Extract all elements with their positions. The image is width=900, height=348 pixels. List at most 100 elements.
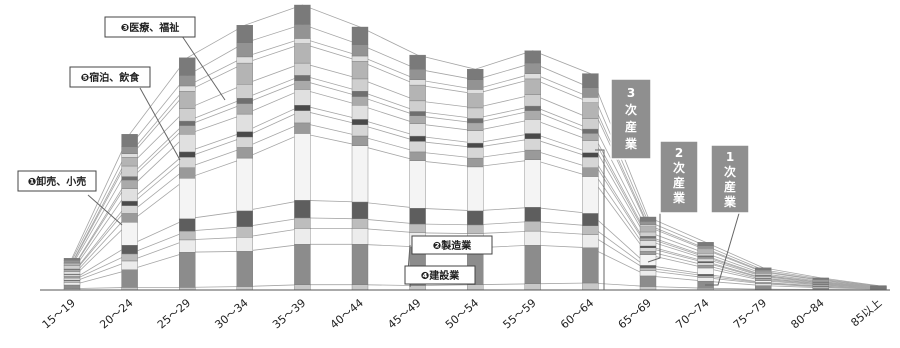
bar-segment-65～69-11 — [639, 237, 657, 241]
bar-segment-45～49-5 — [409, 207, 426, 225]
x-tick-label: 45～49 — [385, 296, 423, 331]
bar-segment-25～29-13 — [178, 108, 196, 122]
bar-segment-15～19-2 — [63, 284, 81, 289]
bar-segment-50～54-11 — [467, 122, 484, 132]
bar-segment-35～39-11 — [294, 80, 311, 90]
bar-segment-40～44-12 — [351, 90, 369, 97]
svg-text:次: 次 — [724, 164, 736, 179]
bar-segment-65～69-14 — [639, 226, 657, 233]
bar-segment-15～19-4 — [63, 280, 81, 283]
bar-segment-60～64-5 — [582, 213, 599, 227]
bar-segment-20～24-15 — [121, 153, 138, 158]
callout-wholesale: ❶卸売、小売 — [17, 170, 97, 192]
bar-segment-40～44-13 — [351, 78, 369, 92]
bar-segment-75～79-6 — [755, 280, 772, 283]
bar-segment-45～49-6 — [409, 160, 426, 209]
bar-segment-30～34-11 — [236, 103, 254, 115]
bar-segment-15～19-10 — [63, 271, 81, 275]
bar-segment-70～74-14 — [697, 249, 714, 254]
bar-segment-80～84-10 — [812, 282, 829, 284]
bar-segment-50～54-8 — [467, 147, 484, 159]
bar-segment-55～59-2 — [524, 244, 541, 285]
bar-segment-30～34-6 — [236, 157, 254, 212]
bar-segment-30～34-17 — [236, 25, 254, 44]
bar-segment-35～39-2 — [294, 244, 311, 286]
x-tick-label: 50～54 — [443, 296, 481, 331]
bar-segment-80～84-6 — [812, 284, 829, 287]
bar-segment-75～79-4 — [755, 282, 772, 285]
bar-segment-50～54-4 — [467, 224, 484, 234]
bar-segment-50～54-5 — [467, 210, 484, 226]
bar-segment-35～39-13 — [294, 62, 311, 76]
bar-segment-45～49-11 — [409, 115, 426, 124]
bar-segment-25～29-9 — [178, 151, 196, 158]
bar-segment-30～34-14 — [236, 62, 254, 85]
bar-segment-40～44-5 — [351, 201, 369, 219]
bar-segment-30～34-5 — [236, 210, 254, 227]
bar-segment-70～74-3 — [697, 277, 714, 282]
bar-segment-60～64-9 — [582, 152, 599, 158]
bar-segment-35～39-4 — [294, 217, 311, 229]
bar-segment-45～49-1 — [409, 285, 426, 291]
bar-segment-20～24-9 — [121, 200, 138, 206]
bar-segment-15～19-17 — [63, 258, 81, 261]
bar-segment-60～64-15 — [582, 97, 599, 103]
box-tertiary-industry: 3 次 産 業 — [610, 78, 652, 160]
bar-segment-40～44-4 — [351, 218, 369, 229]
bar-segment-65～69-15 — [639, 224, 657, 227]
bar-segment-35～39-12 — [294, 75, 311, 81]
bars — [63, 4, 887, 291]
bar-segment-20～24-16 — [121, 146, 138, 154]
callout-medical: ❸医療、福祉 — [104, 16, 196, 38]
x-tick-label: 70～74 — [673, 296, 711, 331]
bar-segment-30～34-9 — [236, 131, 254, 138]
callout-construction: ❹建設業 — [404, 265, 476, 285]
svg-text:❶卸売、小売: ❶卸売、小売 — [28, 175, 86, 188]
bar-segment-70～74-15 — [697, 248, 714, 250]
bar-segment-60～64-1 — [582, 282, 599, 291]
bar-segment-40～44-2 — [351, 244, 369, 286]
bar-segment-60～64-11 — [582, 133, 599, 141]
bar-segment-55～59-6 — [524, 159, 541, 208]
bar-segment-35～39-1 — [294, 284, 311, 291]
bar-segment-25～29-14 — [178, 90, 196, 109]
bar-segment-65～69-12 — [639, 236, 657, 239]
bar-segment-35～39-5 — [294, 200, 311, 219]
bar-segment-25～29-17 — [178, 57, 196, 76]
x-tick-label: 25～29 — [155, 296, 193, 331]
x-tick-label: 55～59 — [500, 296, 538, 331]
bar-segment-35～39-16 — [294, 24, 311, 39]
bar-segment-65～69-17 — [639, 216, 657, 222]
svg-text:1: 1 — [726, 150, 734, 164]
bar-segment-65～69-9 — [639, 245, 657, 248]
svg-text:❸医療、福祉: ❸医療、福祉 — [121, 21, 179, 34]
bar-segment-30～34-4 — [236, 226, 254, 238]
bar-segment-60～64-7 — [582, 167, 599, 177]
bar-segment-40～44-14 — [351, 61, 369, 80]
x-tick-label: 60～64 — [558, 296, 596, 331]
bar-segment-60～64-3 — [582, 234, 599, 249]
bar-segment-40～44-1 — [351, 284, 369, 291]
bar-segment-35～39-9 — [294, 105, 311, 111]
bar-segment-15～19-7 — [63, 276, 81, 279]
bar-segment-40～44-16 — [351, 44, 369, 57]
bar-segment-15～19-3 — [63, 282, 81, 286]
bar-segment-25～29-12 — [178, 120, 196, 126]
bar-segment-35～39-8 — [294, 110, 311, 124]
bar-segment-25～29-16 — [178, 75, 196, 87]
bar-segment-60～64-2 — [582, 247, 599, 284]
bar-segment-70～74-16 — [697, 245, 714, 249]
x-tick-label: 35～39 — [270, 296, 308, 331]
bar-segment-60～64-16 — [582, 87, 599, 98]
bar-segment-60～64-6 — [582, 176, 599, 214]
bar-segment-60～64-17 — [582, 73, 599, 88]
bar-segment-20～24-2 — [121, 269, 138, 288]
bar-segment-40～44-17 — [351, 26, 369, 45]
bar-segment-70～74-6 — [697, 267, 714, 275]
bar-segment-45～49-16 — [409, 68, 426, 80]
bar-segment-50～54-6 — [467, 166, 484, 212]
bar-segment-25～29-10 — [178, 134, 196, 153]
bar-segment-30～34-10 — [236, 113, 254, 132]
bar-segment-55～59-9 — [524, 133, 541, 139]
